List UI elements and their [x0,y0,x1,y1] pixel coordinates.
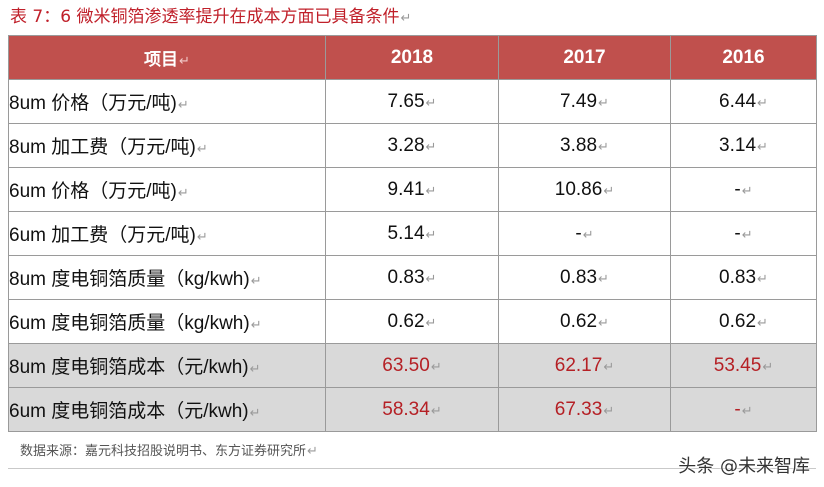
row-label: 8um 度电铜箔质量（kg/kwh)↵ [8,255,326,300]
paragraph-mark-icon: ↵ [598,314,609,330]
value-cell-2018: 58.34↵ [325,387,499,432]
value-cell-2016: -↵ [670,387,817,432]
paragraph-mark-icon: ↵ [757,94,768,110]
value-cell-2018: 5.14↵ [325,211,499,256]
row-label: 6um 价格（万元/吨)↵ [8,167,326,212]
value-cell-2018: 63.50↵ [325,343,499,388]
paragraph-mark-icon: ↵ [430,402,442,418]
paragraph-mark-icon: ↵ [598,270,609,286]
value-cell-2016: 53.45↵ [670,343,817,388]
value-cell-2018: 7.65↵ [325,79,499,124]
value-cell-2017: 7.49↵ [498,79,671,124]
value-cell-2017: 0.62↵ [498,299,671,344]
header-cell-2017: 2017 [498,35,671,80]
row-label: 8um 加工费（万元/吨)↵ [8,123,326,168]
table-row: 6um 价格（万元/吨)↵ 9.41↵ 10.86↵ -↵ [8,167,817,212]
value-cell-2016: 0.83↵ [670,255,817,300]
row-label: 6um 度电铜箔质量（kg/kwh)↵ [8,299,326,344]
value-cell-2018: 0.62↵ [325,299,499,344]
table-row: 8um 价格（万元/吨)↵ 7.65↵ 7.49↵ 6.44↵ [8,79,817,124]
paragraph-mark-icon: ↵ [430,358,442,374]
paragraph-mark-icon: ↵ [249,405,261,420]
table-row: 6um 度电铜箔成本（元/kwh)↵ 58.34↵ 67.33↵ -↵ [8,387,817,432]
paragraph-mark-icon: ↵ [603,358,615,374]
paragraph-mark-icon: ↵ [603,402,615,418]
value-cell-2017: 3.88↵ [498,123,671,168]
paragraph-mark-icon: ↵ [741,182,753,198]
value-cell-2016: 3.14↵ [670,123,817,168]
paragraph-mark-icon: ↵ [425,314,437,330]
paragraph-mark-icon: ↵ [598,94,609,110]
watermark: 头条 @未来智库 [678,456,810,477]
paragraph-mark-icon: ↵ [741,226,753,242]
value-cell-2017: 67.33↵ [498,387,671,432]
paragraph-mark-icon: ↵ [603,182,615,198]
value-cell-2018: 3.28↵ [325,123,499,168]
paragraph-mark-icon: ↵ [425,94,437,110]
paragraph-mark-icon: ↵ [762,358,774,374]
paragraph-mark-icon: ↵ [177,185,189,200]
paragraph-mark-icon: ↵ [250,273,262,288]
paragraph-mark-icon: ↵ [757,270,768,286]
value-cell-2017: 0.83↵ [498,255,671,300]
value-cell-2017: 10.86↵ [498,167,671,212]
value-cell-2017: 62.17↵ [498,343,671,388]
paragraph-mark-icon: ↵ [757,314,768,330]
header-cell-item: 项目↵ [8,35,326,80]
paragraph-mark-icon: ↵ [400,11,412,26]
value-cell-2017: -↵ [498,211,671,256]
value-cell-2016: -↵ [670,211,817,256]
source-note: 数据来源：嘉元科技招股说明书、东方证券研究所↵ [20,444,318,459]
paragraph-mark-icon: ↵ [307,444,318,459]
divider [8,468,816,469]
value-cell-2018: 9.41↵ [325,167,499,212]
paragraph-mark-icon: ↵ [425,226,437,242]
table-row: 8um 度电铜箔质量（kg/kwh)↵ 0.83↵ 0.83↵ 0.83↵ [8,255,817,300]
table-row: 8um 度电铜箔成本（元/kwh)↵ 63.50↵ 62.17↵ 53.45↵ [8,343,817,388]
paragraph-mark-icon: ↵ [741,402,753,418]
paragraph-mark-icon: ↵ [598,138,609,154]
paragraph-mark-icon: ↵ [249,361,261,376]
row-label: 8um 价格（万元/吨)↵ [8,79,326,124]
table-title: 表 7：6 微米铜箔渗透率提升在成本方面已具备条件↵ [10,7,412,27]
header-cell-2018: 2018 [325,35,499,80]
paragraph-mark-icon: ↵ [196,141,208,156]
header-cell-2016: 2016 [670,35,817,80]
paragraph-mark-icon: ↵ [757,138,768,154]
table-row: 8um 加工费（万元/吨)↵ 3.28↵ 3.88↵ 3.14↵ [8,123,817,168]
paragraph-mark-icon: ↵ [250,317,262,332]
paragraph-mark-icon: ↵ [177,97,189,112]
value-cell-2016: 0.62↵ [670,299,817,344]
paragraph-mark-icon: ↵ [425,182,437,198]
data-table: 项目↵ 2018 2017 2016 8um 价格（万元/吨)↵ 7.65↵ 7.4… [8,35,817,432]
table-row: 6um 加工费（万元/吨)↵ 5.14↵ -↵ -↵ [8,211,817,256]
value-cell-2016: -↵ [670,167,817,212]
paragraph-mark-icon: ↵ [179,54,190,69]
paragraph-mark-icon: ↵ [582,226,594,242]
header-row: 项目↵ 2018 2017 2016 [8,35,817,80]
table-row: 6um 度电铜箔质量（kg/kwh)↵ 0.62↵ 0.62↵ 0.62↵ [8,299,817,344]
paragraph-mark-icon: ↵ [196,229,208,244]
row-label: 8um 度电铜箔成本（元/kwh)↵ [8,343,326,388]
row-label: 6um 加工费（万元/吨)↵ [8,211,326,256]
paragraph-mark-icon: ↵ [425,270,437,286]
value-cell-2016: 6.44↵ [670,79,817,124]
value-cell-2018: 0.83↵ [325,255,499,300]
row-label: 6um 度电铜箔成本（元/kwh)↵ [8,387,326,432]
paragraph-mark-icon: ↵ [425,138,437,154]
